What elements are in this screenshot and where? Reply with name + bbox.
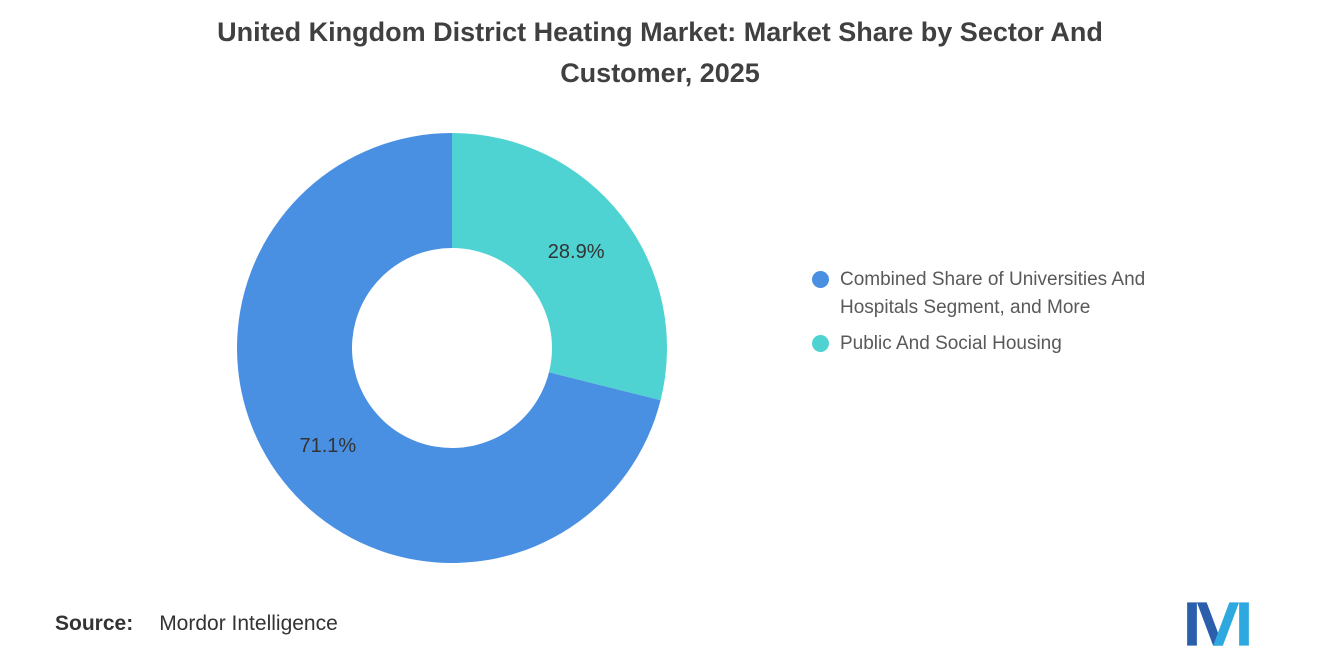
legend-label: Combined Share of Universities And Hospi…: [840, 269, 1146, 318]
chart-title: United Kingdom District Heating Market: …: [217, 17, 1103, 88]
legend-label: Public And Social Housing: [840, 333, 1062, 354]
pie-slice-0[interactable]: [237, 133, 661, 563]
slice-value-label: 71.1%: [299, 435, 356, 457]
legend-swatch: [812, 271, 829, 288]
mordor-intelligence-logo: [1187, 602, 1249, 646]
source-label: Source:: [55, 612, 134, 635]
logo-shape: [1239, 602, 1249, 646]
legend-item-1[interactable]: Public And Social Housing: [812, 330, 1232, 358]
donut-chart: 71.1% 28.9%: [232, 128, 672, 568]
pie-slice-1[interactable]: [452, 133, 667, 401]
donut-chart-svg: 71.1% 28.9%: [237, 133, 667, 563]
legend-item-0[interactable]: Combined Share of Universities And Hospi…: [812, 266, 1232, 322]
slice-value-label: 28.9%: [548, 241, 605, 263]
source-value: Mordor Intelligence: [159, 612, 338, 635]
legend: Combined Share of Universities And Hospi…: [812, 266, 1232, 358]
source-line: Source: Mordor Intelligence: [55, 612, 338, 636]
logo-shape: [1187, 602, 1197, 646]
logo-shape: [1213, 602, 1240, 646]
legend-swatch: [812, 335, 829, 352]
logo-shape: [1196, 602, 1223, 646]
